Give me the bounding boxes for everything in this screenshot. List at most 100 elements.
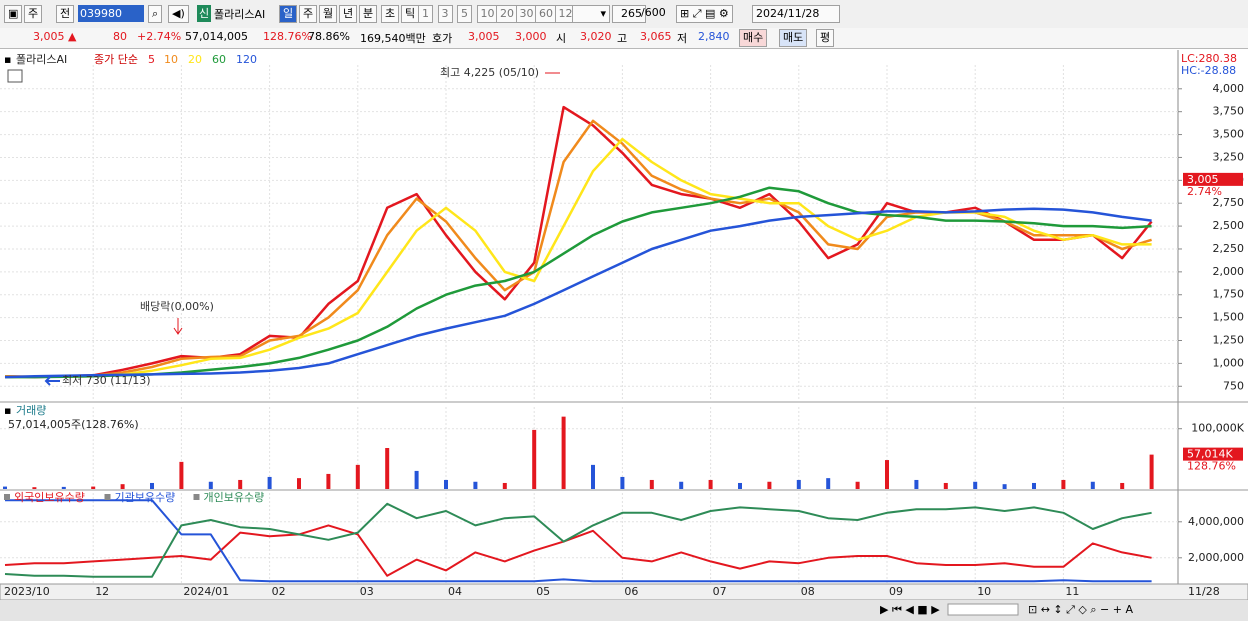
arrow: ▲ <box>68 30 77 43</box>
volume: 57,014,005 <box>185 30 248 43</box>
volume-bar <box>414 470 419 489</box>
last-price: 3,005 <box>1187 173 1219 186</box>
y-tick-label: 2,000,000 <box>1188 551 1244 564</box>
volume-bar <box>502 482 507 489</box>
x-end-label: 11/28 <box>1188 585 1220 598</box>
y-tick-label: 3,500 <box>1213 128 1245 141</box>
x-tick-label: 04 <box>448 585 462 598</box>
legend-swatch <box>193 494 200 500</box>
date-input[interactable]: 2024/11/28 <box>752 5 840 23</box>
annotation: 최저 730 (11/13) <box>62 374 151 387</box>
x-tick-label: 07 <box>713 585 727 598</box>
legend-entry: 60 <box>212 53 226 66</box>
low: 2,840 <box>698 30 730 43</box>
interval-button[interactable]: 10 <box>476 5 499 23</box>
volume-bar <box>679 481 684 489</box>
avg-button[interactable]: 평 <box>816 29 835 47</box>
y-tick-label: 1,750 <box>1213 288 1245 301</box>
y-tick-label: 3,750 <box>1213 105 1245 118</box>
zoom-controls[interactable]: ⊡ ↔ ↕ ⤢ ◇ ⌕ − + A <box>1028 603 1133 616</box>
last-volume: 57,014K <box>1187 448 1233 461</box>
x-tick-label: 02 <box>272 585 286 598</box>
stock-name: 폴라리스AI <box>214 8 266 21</box>
low-label: 저 <box>677 32 688 45</box>
x-tick-label: 10 <box>977 585 991 598</box>
panel-icon[interactable] <box>7 69 23 83</box>
dropdown[interactable]: ▾ <box>572 5 610 23</box>
change: 80 <box>113 30 127 43</box>
last-volume-rate: 128.76% <box>1187 460 1236 473</box>
panel-title: 거래량 <box>16 404 46 417</box>
volume-bar <box>297 478 301 489</box>
legend-entry: 120 <box>236 53 257 66</box>
period-button[interactable]: 주 <box>299 5 318 23</box>
period-button[interactable]: 틱 <box>401 5 420 23</box>
high: 3,065 <box>640 30 672 43</box>
period-button[interactable]: 일 <box>279 5 298 23</box>
y-tick-label: 3,250 <box>1213 150 1245 163</box>
volume-bar <box>738 482 742 489</box>
volume-bar <box>61 486 66 489</box>
buy-button[interactable]: 매수 <box>739 29 768 47</box>
scroll-track[interactable] <box>947 603 1019 616</box>
legend-marker: ▪ <box>4 53 11 66</box>
period-button[interactable]: 초 <box>381 5 400 23</box>
period-button[interactable]: 월 <box>319 5 338 23</box>
panel-marker: ▪ <box>4 404 11 417</box>
interval-button[interactable]: 3 <box>437 5 453 23</box>
x-tick-label: 05 <box>536 585 550 598</box>
series-line <box>4 207 1152 379</box>
x-tick-label: 11 <box>1065 585 1079 598</box>
market-select[interactable]: 주 <box>24 5 43 23</box>
volume-bar <box>973 481 978 489</box>
sound-button[interactable]: ◀) <box>168 5 189 23</box>
period-button[interactable]: 분 <box>359 5 378 23</box>
code-input[interactable]: 039980 <box>78 5 144 22</box>
annotation: 배당락(0,00%) <box>140 300 214 313</box>
volume-bar <box>1032 482 1036 489</box>
volume-bar <box>1120 482 1125 489</box>
ask: 3,005 <box>468 30 500 43</box>
search-button[interactable]: ⌕ <box>148 5 163 23</box>
period-button[interactable]: 년 <box>339 5 358 23</box>
volume-bar <box>532 429 537 489</box>
hc-label: HC:-28.88 <box>1181 64 1236 77</box>
open-label: 시 <box>556 32 567 45</box>
y-tick-label: 750 <box>1223 379 1244 392</box>
interval-button[interactable]: 1 <box>418 5 433 23</box>
price: 3,005 <box>33 30 65 43</box>
tool-icons[interactable]: ⊞ ⤢ ▤ ⚙ <box>676 5 733 23</box>
volume-bar <box>649 479 654 489</box>
amount: 169,540백만 <box>360 32 426 45</box>
volume-bar <box>238 479 243 489</box>
volume-bar <box>1061 479 1066 489</box>
x-tick-label: 2024/01 <box>183 585 229 598</box>
sell-button[interactable]: 매도 <box>779 29 808 47</box>
last-rate: 2.74% <box>1187 185 1222 198</box>
series-line <box>5 499 1152 583</box>
menu-icon[interactable]: ▣ <box>4 5 23 23</box>
volume-bar <box>355 464 360 489</box>
annotation: 최고 4,225 (05/10) <box>440 66 539 79</box>
quote-bar: 3,005 ▲ 80 +2.74% 57,014,005 128.76% 78.… <box>0 28 1248 49</box>
volume-bar <box>444 479 448 489</box>
rate: +2.74% <box>137 30 182 43</box>
volume-bar <box>120 484 125 489</box>
y-tick-label: 2,000 <box>1213 265 1245 278</box>
volume-bar <box>708 479 713 489</box>
legend-entry: 기관보유수량 <box>115 491 176 504</box>
volume-bar <box>620 476 625 489</box>
x-tick-label: 06 <box>624 585 638 598</box>
count-input[interactable]: 265 <box>612 5 646 23</box>
volume-bar <box>150 482 154 489</box>
volume-bar <box>885 460 889 489</box>
mode-select[interactable]: 전 <box>56 5 75 23</box>
scroll-controls[interactable]: ▶ ⏮ ◀ ■ ▶ <box>880 603 940 616</box>
series-line <box>4 502 1152 578</box>
count-max: /600 <box>641 6 666 19</box>
y-tick-label: 2,750 <box>1213 196 1245 209</box>
legend-entry: 외국인보유수량 <box>14 491 85 504</box>
interval-button[interactable]: 5 <box>457 5 472 23</box>
